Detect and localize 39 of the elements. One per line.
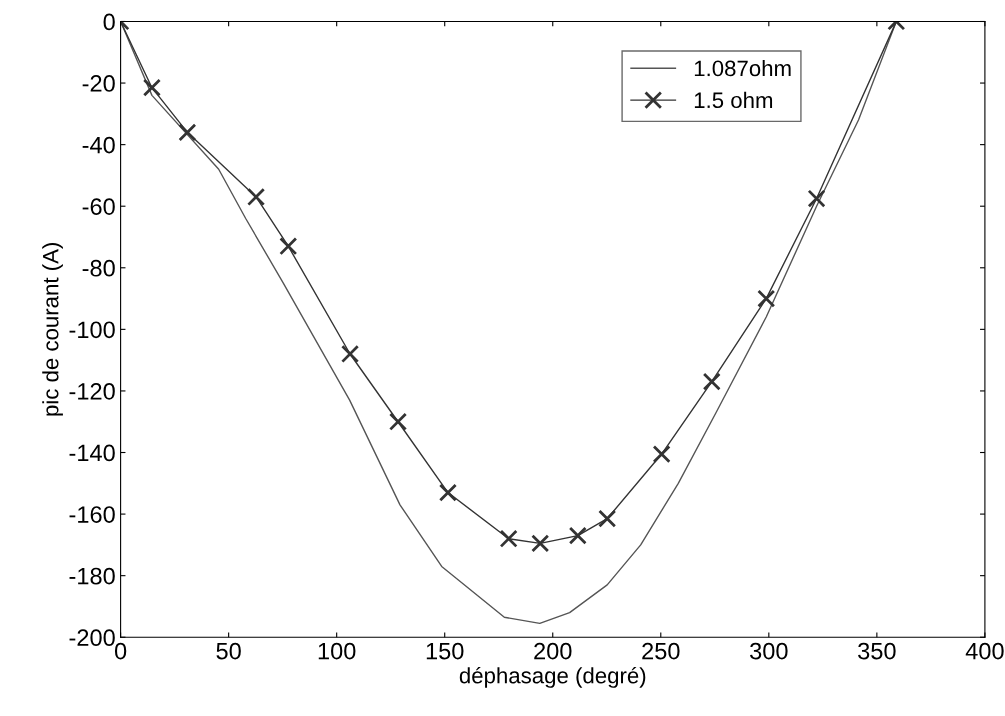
x-tick-label: 150	[426, 642, 464, 660]
legend-label: 1.5 ohm	[694, 91, 773, 109]
y-tick-label: -200	[69, 629, 115, 647]
point	[598, 509, 617, 528]
point	[568, 526, 587, 545]
x-tick-label: 400	[965, 642, 1004, 660]
point	[702, 372, 721, 391]
x-axis-title: déphasage (degré)	[459, 666, 646, 688]
y-tick-label: -80	[82, 259, 115, 277]
x-tick-label: 50	[216, 642, 241, 660]
point	[652, 445, 671, 464]
y-tick-label: -180	[69, 567, 115, 585]
x-tick-label: 250	[642, 642, 680, 660]
point	[178, 123, 197, 142]
y-tick-label: -140	[69, 444, 115, 462]
x-tick-label: 100	[318, 642, 356, 660]
y-tick-label: -60	[82, 198, 115, 215]
point	[341, 344, 360, 364]
x-tick-label: 0	[114, 642, 127, 660]
y-tick-label: -120	[69, 383, 115, 400]
legend-label: 1.087ohm	[694, 59, 791, 77]
point	[499, 529, 518, 548]
y-tick-label: -160	[69, 506, 115, 523]
x-tick-label: 200	[534, 642, 572, 660]
point	[247, 187, 266, 206]
x-tick-label: 350	[858, 642, 896, 660]
point	[142, 78, 161, 97]
point	[438, 483, 457, 502]
y-axis-title: pic de courant (A)	[42, 243, 63, 416]
point	[279, 237, 298, 256]
y-tick-label: 0	[103, 13, 115, 31]
y-tick-label: -20	[82, 75, 115, 92]
y-tick-label: -100	[69, 321, 115, 339]
y-tick-label: -40	[82, 136, 115, 154]
point	[757, 289, 776, 308]
point	[389, 412, 408, 431]
point	[531, 534, 550, 553]
x-tick-label: 300	[750, 642, 788, 660]
point	[807, 189, 826, 208]
